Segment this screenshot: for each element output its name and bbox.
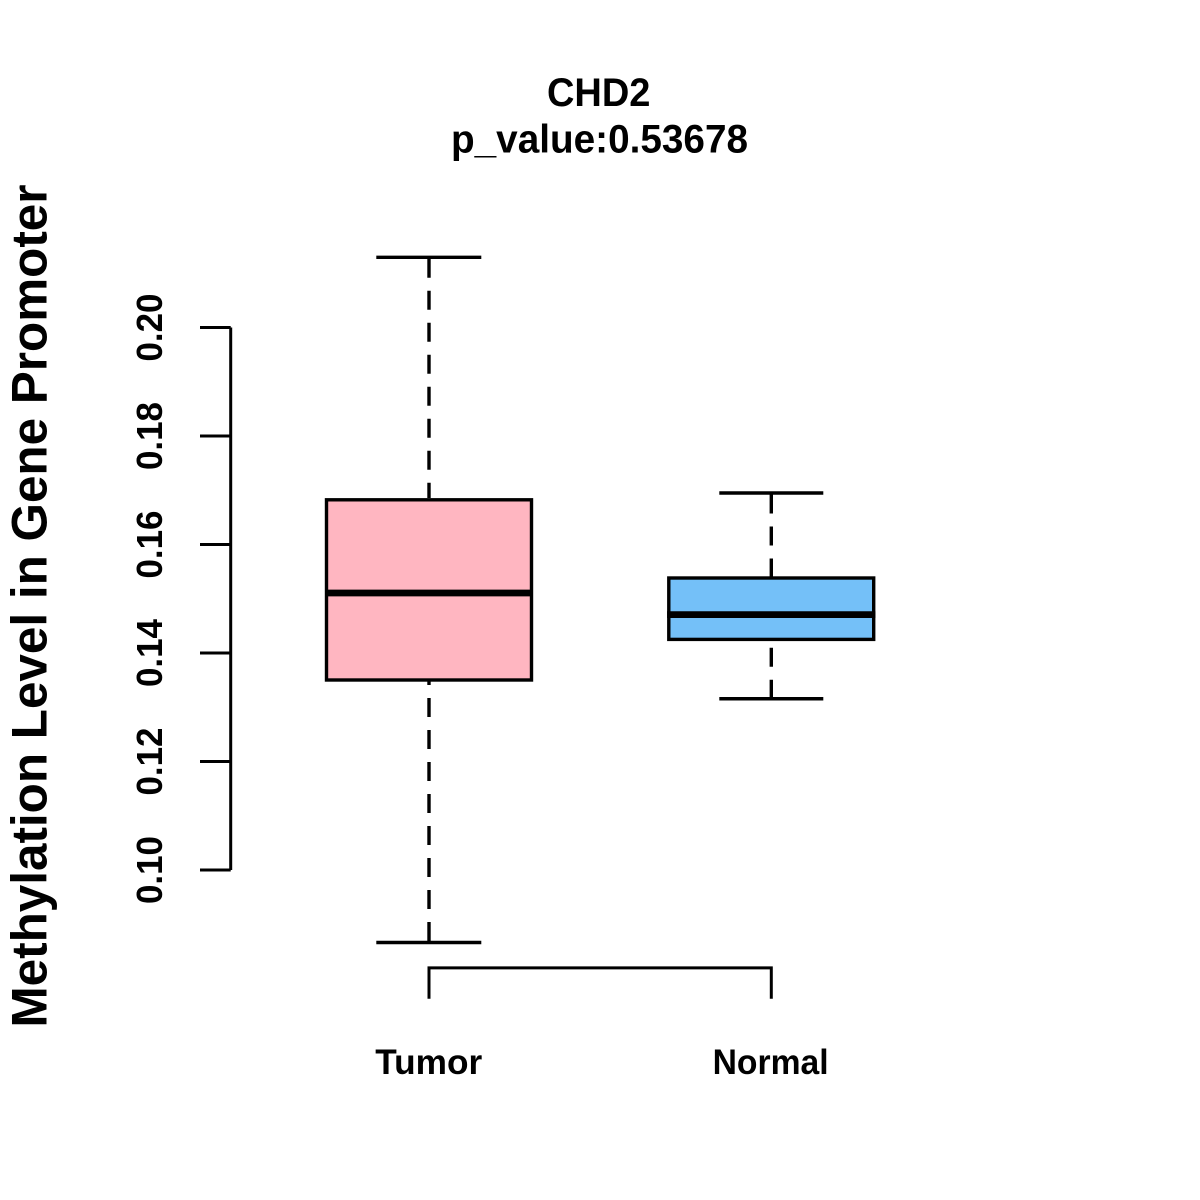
- svg-text:Methylation Level in Gene Prom: Methylation Level in Gene Promoter: [2, 185, 58, 1028]
- svg-text:0.10: 0.10: [129, 836, 170, 904]
- svg-text:Normal: Normal: [713, 1042, 829, 1082]
- svg-text:Tumor: Tumor: [375, 1042, 482, 1082]
- svg-text:0.12: 0.12: [129, 728, 170, 796]
- svg-text:0.16: 0.16: [129, 511, 170, 579]
- svg-text:0.14: 0.14: [129, 619, 170, 687]
- svg-text:0.20: 0.20: [129, 294, 170, 362]
- svg-text:CHD2: CHD2: [547, 71, 651, 115]
- svg-text:0.18: 0.18: [129, 402, 170, 470]
- svg-text:p_value:0.53678: p_value:0.53678: [451, 118, 748, 162]
